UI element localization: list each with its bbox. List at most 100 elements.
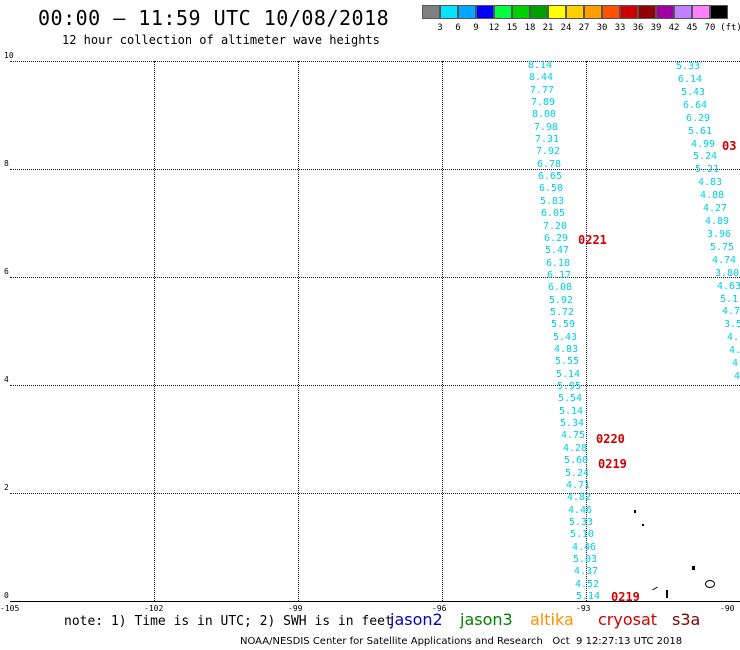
swh-value: 4.83: [554, 344, 579, 355]
swh-value: 4.82: [567, 492, 592, 503]
color-swatch: [692, 5, 710, 19]
swh-value: 6.14: [678, 74, 703, 85]
swh-value: 4.52: [575, 579, 600, 590]
color-tick-label: 18: [524, 23, 536, 33]
parallel-line: [10, 601, 740, 602]
color-swatch: [602, 5, 620, 19]
swh-value: 5.43: [553, 332, 578, 343]
swh-value: 8.00: [532, 109, 557, 120]
swh-value: 7.31: [535, 134, 560, 145]
color-tick-label: 42: [668, 23, 680, 33]
swh-value: 3.96: [707, 229, 732, 240]
satellite-label: jason2: [390, 610, 443, 629]
color-tick-label: 9: [473, 23, 479, 33]
longitude-label: -102: [144, 604, 164, 613]
swh-value: 7.92: [536, 146, 561, 157]
swh-value: 4.46: [568, 505, 593, 516]
color-tick-label: 24: [560, 23, 572, 33]
color-swatch: [638, 5, 656, 19]
color-swatch: [584, 5, 602, 19]
swh-value: 4.75: [561, 430, 586, 441]
parallel-line: [10, 169, 740, 170]
longitude-label: -105: [0, 604, 20, 613]
satellite-label: jason3: [460, 610, 513, 629]
swh-value: 6.29: [544, 233, 569, 244]
color-tick-label: 39: [650, 23, 662, 33]
satellite-label: cryosat: [598, 610, 658, 629]
swh-value: 4.: [727, 332, 740, 343]
color-tick-label: 21: [542, 23, 554, 33]
swh-value: 6.17: [547, 270, 572, 281]
color-tick-label: 70: [704, 23, 716, 33]
swh-value: 5.14: [559, 406, 584, 417]
parallel-line: [10, 493, 740, 494]
longitude-label: -90: [720, 604, 735, 613]
swh-value: 4.27: [703, 203, 728, 214]
color-swatch: [458, 5, 476, 19]
swh-value: 5.21: [695, 164, 720, 175]
meridian-line: [442, 61, 443, 601]
swh-value: 5.24: [565, 468, 590, 479]
swh-value: 6.18: [546, 258, 571, 269]
map-title: 00:00 – 11:59 UTC 10/08/2018: [38, 6, 390, 30]
swh-value: 5.33: [676, 61, 701, 72]
swh-value: 7.89: [531, 97, 556, 108]
swh-value: 5.60: [564, 455, 589, 466]
color-swatch: [494, 5, 512, 19]
swh-value: 4.7: [722, 306, 740, 317]
swh-value: 4.89: [705, 216, 730, 227]
color-tick-label: 12: [488, 23, 500, 33]
parallel-line: [10, 277, 740, 278]
swh-value: 6.29: [686, 113, 711, 124]
latitude-label: 4: [4, 375, 9, 384]
latitude-label: 8: [4, 159, 9, 168]
swh-value: 5.72: [550, 307, 575, 318]
swh-value: 5.10: [570, 529, 595, 540]
swh-value: 4.74: [712, 255, 737, 266]
color-tick-label: 33: [614, 23, 626, 33]
color-tick-label: 3: [437, 23, 443, 33]
swh-value: 7.20: [543, 221, 568, 232]
swh-value: 3.5: [724, 319, 740, 330]
color-swatch: [620, 5, 638, 19]
map-subtitle: 12 hour collection of altimeter wave hei…: [62, 33, 380, 47]
swh-value: 8.44: [529, 72, 554, 83]
color-tick-label: 45: [686, 23, 698, 33]
swh-value: 5.55: [555, 356, 580, 367]
swh-value: 5.61: [688, 126, 713, 137]
satellite-label: s3a: [672, 610, 701, 629]
swh-value: 5.47: [545, 245, 570, 256]
color-swatch: [440, 5, 458, 19]
swh-value: 7.98: [534, 122, 559, 133]
meridian-line: [586, 61, 587, 601]
swh-value: 6.50: [539, 183, 564, 194]
color-swatch: [422, 5, 440, 19]
color-tick-label: 30: [596, 23, 608, 33]
parallel-line: [10, 385, 740, 386]
swh-value: 4.28: [563, 443, 588, 454]
swh-value: 4.46: [572, 542, 597, 553]
swh-value: 7.77: [530, 85, 555, 96]
swh-value: 5.54: [558, 393, 583, 404]
swh-value: 5.75: [710, 242, 735, 253]
latitude-label: 2: [4, 483, 9, 492]
latitude-label: 0: [4, 591, 9, 600]
swh-value: 5.33: [569, 517, 594, 528]
swh-value: 5.24: [693, 151, 718, 162]
latitude-label: 6: [4, 267, 9, 276]
swh-value: 4: [732, 358, 739, 369]
map-frame: [10, 60, 740, 602]
swh-value: 6.65: [538, 171, 563, 182]
color-swatch: [710, 5, 728, 19]
swh-value: 4.71: [566, 480, 591, 491]
swh-value: 8.14: [528, 60, 553, 71]
swh-value: 5.59: [551, 319, 576, 330]
color-swatch: [656, 5, 674, 19]
longitude-label: -99: [288, 604, 303, 613]
color-unit-label: (ft): [720, 23, 740, 33]
latitude-label: 10: [4, 51, 14, 60]
swh-value: 4.37: [574, 566, 599, 577]
swh-value: 4.83: [698, 177, 723, 188]
swh-value: 4.99: [691, 139, 716, 150]
swh-value: 3.80: [715, 268, 740, 279]
